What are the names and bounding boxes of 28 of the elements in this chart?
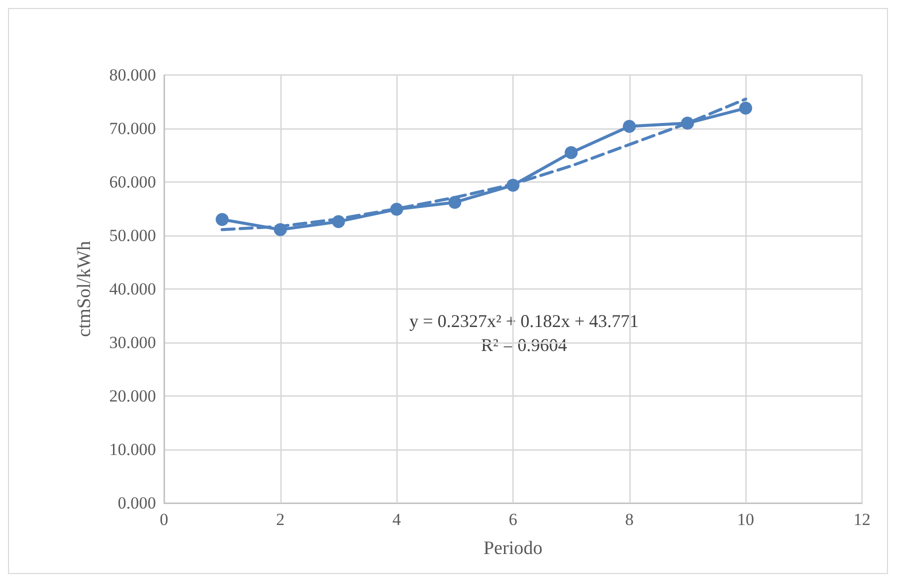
x-tick-label: 8 [625, 510, 634, 529]
point [564, 146, 578, 160]
point [274, 223, 287, 236]
y-tick-label: 70.000 [109, 119, 156, 138]
y-axis-title: ctmSol/kWh [74, 240, 95, 338]
y-tick-label: 30.000 [109, 333, 156, 352]
point [622, 120, 636, 133]
y-tick-label: 80.000 [109, 66, 156, 84]
y-tick-label: 10.000 [109, 440, 156, 459]
y-tick-label: 50.000 [109, 226, 156, 245]
y-tick-label: 60.000 [109, 172, 156, 192]
x-tick-label: 0 [160, 510, 168, 529]
point [390, 202, 404, 216]
y-tick-label: 40.000 [109, 280, 156, 298]
point [739, 102, 752, 115]
x-tick-label: 10 [737, 510, 754, 529]
point [332, 215, 345, 228]
y-tick-label: 20.000 [109, 386, 156, 406]
x-tick-label: 4 [392, 510, 402, 529]
x-tick-label: 2 [276, 510, 285, 529]
x-axis-title: Periodo [483, 538, 543, 559]
point [216, 212, 229, 226]
y-tick-label: 0.000 [118, 494, 156, 512]
point [506, 178, 520, 192]
point [448, 196, 462, 209]
x-tick-label: 6 [508, 510, 518, 529]
x-tick-label: 12 [854, 510, 870, 529]
point [681, 116, 694, 130]
